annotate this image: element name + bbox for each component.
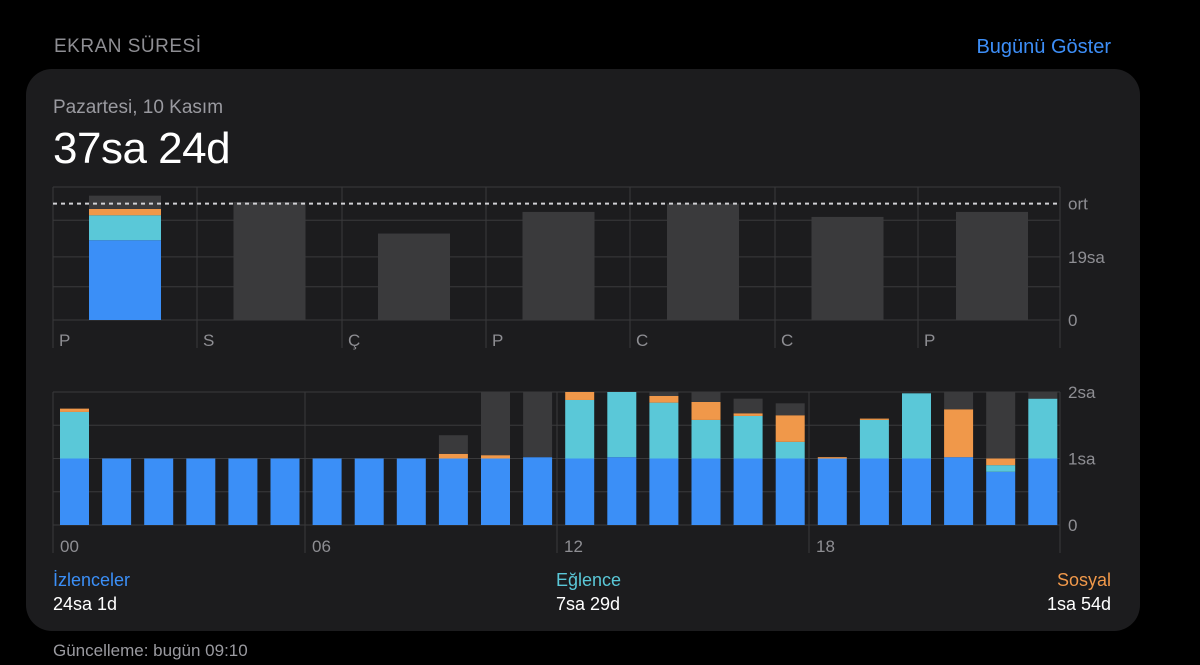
bar-segment-eglence	[649, 402, 679, 459]
bar-segment-izlenceler	[186, 458, 216, 525]
bar-segment-sosyal	[691, 401, 721, 420]
day-label: Ç	[348, 331, 360, 350]
legend-izlenceler-value: 24sa 1d	[53, 594, 118, 614]
bar-segment-other	[523, 392, 553, 458]
bar-segment-izlenceler	[144, 458, 174, 525]
bar-segment-izlenceler	[523, 457, 553, 525]
legend-sosyal-value: 1sa 54d	[1046, 594, 1111, 614]
bar-segment-sosyal	[89, 208, 161, 216]
bar-segment-other	[649, 392, 679, 396]
bar-segment-other	[378, 233, 450, 320]
bar-segment-izlenceler	[859, 458, 889, 525]
legend-izlenceler-name: İzlenceler	[53, 570, 131, 590]
bar-segment-izlenceler	[481, 458, 510, 525]
y-tick-label: 2sa	[1068, 383, 1096, 402]
legend-sosyal-name: Sosyal	[1056, 570, 1111, 590]
bar-segment-izlenceler	[228, 458, 258, 525]
bar-segment-eglence	[859, 419, 889, 459]
section-title: EKRAN SÜRESİ	[54, 36, 202, 57]
bar-segment-izlenceler	[607, 457, 637, 525]
bar-segment-eglence	[1028, 398, 1058, 459]
bar-segment-sosyal	[481, 455, 510, 459]
bar-segment-sosyal	[817, 457, 847, 459]
bar-segment-other	[733, 398, 763, 414]
bar-segment-eglence	[775, 441, 805, 459]
bar-segment-sosyal	[859, 418, 889, 420]
hour-tick-label: 12	[564, 537, 583, 556]
bar-segment-sosyal	[733, 413, 763, 416]
bar-segment-izlenceler	[102, 458, 132, 525]
hour-tick-label: 00	[60, 537, 79, 556]
bar-segment-izlenceler	[902, 458, 931, 525]
bar-segment-eglence	[986, 465, 1016, 472]
hour-tick-label: 06	[312, 537, 331, 556]
bar-segment-sosyal	[565, 392, 595, 400]
bar-segment-other	[1028, 392, 1058, 399]
bar-segment-eglence	[691, 419, 721, 459]
bar-segment-other	[811, 216, 884, 320]
y-tick-label: 1sa	[1068, 450, 1096, 469]
bar-segment-sosyal	[649, 395, 679, 403]
bar-segment-izlenceler	[986, 471, 1016, 525]
bar-segment-izlenceler	[565, 458, 595, 525]
bar-segment-eglence	[565, 399, 595, 459]
bar-segment-eglence	[902, 393, 931, 459]
legend-eglence-name: Eğlence	[556, 570, 622, 590]
day-label: P	[59, 331, 70, 350]
bar-segment-other	[944, 392, 974, 410]
bar-segment-eglence	[733, 415, 763, 459]
total-screen-time: 37sa 24d	[53, 124, 231, 173]
hour-tick-label: 18	[816, 537, 835, 556]
y-tick-label: 0	[1068, 311, 1077, 330]
bar-segment-izlenceler	[396, 458, 426, 525]
bar-segment-other	[89, 195, 161, 209]
bar-segment-other	[481, 392, 510, 456]
bar-segment-izlenceler	[438, 458, 468, 525]
bar-segment-izlenceler	[649, 458, 679, 525]
bar-segment-sosyal	[60, 408, 89, 412]
bar-segment-eglence	[89, 215, 161, 241]
bar-segment-izlenceler	[270, 458, 300, 525]
bar-segment-izlenceler	[312, 458, 342, 525]
bar-segment-sosyal	[986, 458, 1016, 466]
date-label: Pazartesi, 10 Kasım	[53, 97, 224, 118]
bar-segment-sosyal	[438, 453, 468, 459]
day-label: C	[636, 331, 648, 350]
bar-segment-izlenceler	[1028, 458, 1058, 525]
bar-segment-sosyal	[775, 415, 805, 442]
day-label: P	[492, 331, 503, 350]
y-tick-label: 19sa	[1068, 248, 1105, 267]
bar-segment-eglence	[60, 411, 89, 459]
bar-segment-izlenceler	[775, 458, 805, 525]
bar-segment-other	[986, 392, 1016, 459]
screen-time-card[interactable]	[26, 69, 1140, 631]
bar-segment-izlenceler	[817, 458, 847, 525]
bar-segment-sosyal	[944, 409, 974, 458]
bar-segment-other	[667, 203, 739, 320]
day-label: C	[781, 331, 793, 350]
bar-segment-izlenceler	[89, 240, 161, 320]
bar-segment-other	[233, 201, 306, 320]
bar-segment-izlenceler	[354, 458, 384, 525]
bar-segment-other	[956, 211, 1028, 320]
bar-segment-other	[775, 403, 805, 416]
bar-segment-izlenceler	[944, 457, 974, 525]
bar-segment-izlenceler	[691, 458, 721, 525]
bar-segment-eglence	[607, 392, 637, 458]
day-label: S	[203, 331, 214, 350]
legend-eglence-value: 7sa 29d	[556, 594, 621, 614]
bar-segment-izlenceler	[733, 458, 763, 525]
average-label: ort	[1068, 195, 1088, 214]
updated-label: Güncelleme: bugün 09:10	[53, 641, 248, 660]
bar-segment-other	[691, 392, 721, 402]
bar-segment-izlenceler	[60, 458, 89, 525]
bar-segment-other	[522, 211, 595, 320]
y-tick-label: 0	[1068, 516, 1077, 535]
show-today-button[interactable]: Bugünü Göster	[976, 36, 1111, 58]
day-label: P	[924, 331, 935, 350]
bar-segment-other	[438, 435, 468, 454]
